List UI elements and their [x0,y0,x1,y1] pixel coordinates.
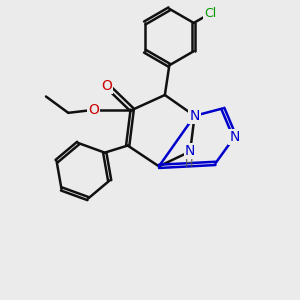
Text: O: O [101,79,112,92]
Text: H: H [184,159,193,169]
Text: N: N [189,109,200,123]
Text: O: O [88,103,99,117]
Text: N: N [230,130,240,144]
Text: Cl: Cl [204,7,217,20]
Text: N: N [185,145,195,158]
